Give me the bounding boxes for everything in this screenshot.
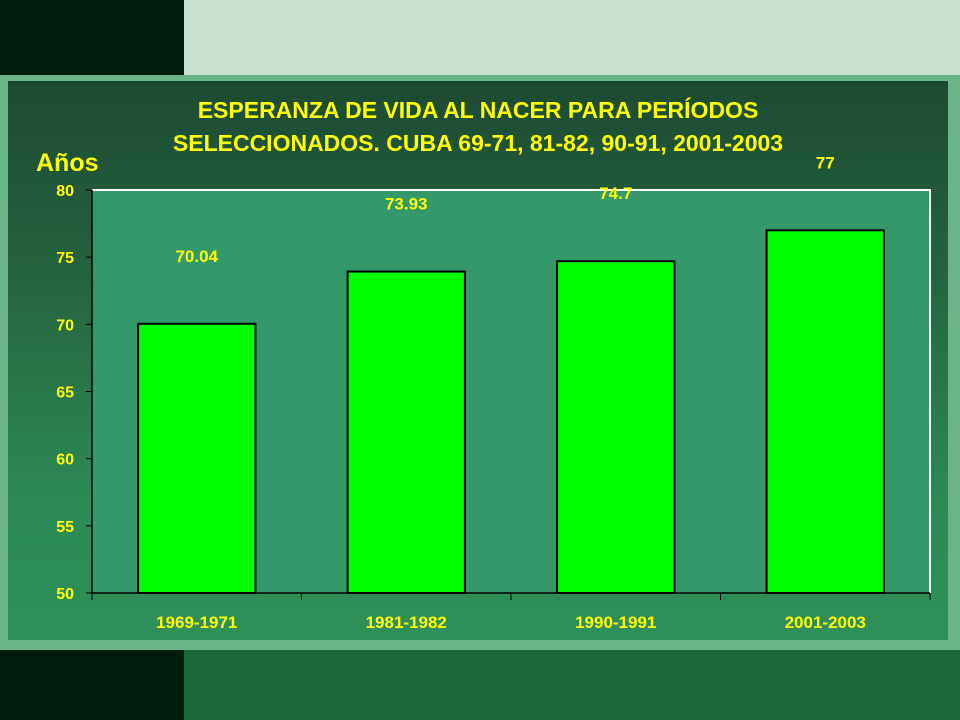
decorative-band-top: [184, 0, 960, 75]
x-tick-label-2: 1990-1991: [575, 613, 656, 632]
bar-2: [556, 260, 676, 594]
x-tick-label-3: 2001-2003: [785, 613, 866, 632]
decorative-corner-bottom-left: [0, 650, 184, 720]
bar-value-label-3: 77: [816, 153, 835, 172]
x-tick-label-0: 1969-1971: [156, 613, 237, 632]
decorative-corner-top-left: [0, 0, 184, 75]
y-tick-label-1: 55: [56, 519, 74, 536]
y-tick-label-4: 70: [56, 317, 74, 334]
chart-title-line-2: SELECCIONADOS. CUBA 69-71, 81-82, 90-91,…: [172, 130, 784, 156]
y-tick-label-2: 60: [56, 452, 74, 469]
y-tick-label-5: 75: [56, 250, 74, 267]
decorative-band-bottom: [184, 650, 960, 720]
bar-1: [346, 270, 466, 594]
bar-0: [137, 322, 257, 594]
bar-value-label-1: 73.93: [385, 195, 428, 214]
y-tick-label-0: 50: [56, 586, 74, 603]
chart-title-line-1: ESPERANZA DE VIDA AL NACER PARA PERÍODOS: [197, 97, 759, 123]
y-tick-label-3: 65: [56, 385, 74, 402]
y-tick-label-6: 80: [56, 183, 74, 200]
chart-title: ESPERANZA DE VIDA AL NACER PARA PERÍODOS…: [8, 94, 948, 160]
bar-value-label-0: 70.04: [175, 247, 218, 266]
x-tick-label-1: 1981-1982: [366, 613, 447, 632]
y-axis-label: Años: [36, 149, 99, 177]
bar-value-label-2: 74.7: [599, 184, 632, 203]
bar-3: [765, 229, 885, 595]
plot-border: [92, 189, 931, 593]
